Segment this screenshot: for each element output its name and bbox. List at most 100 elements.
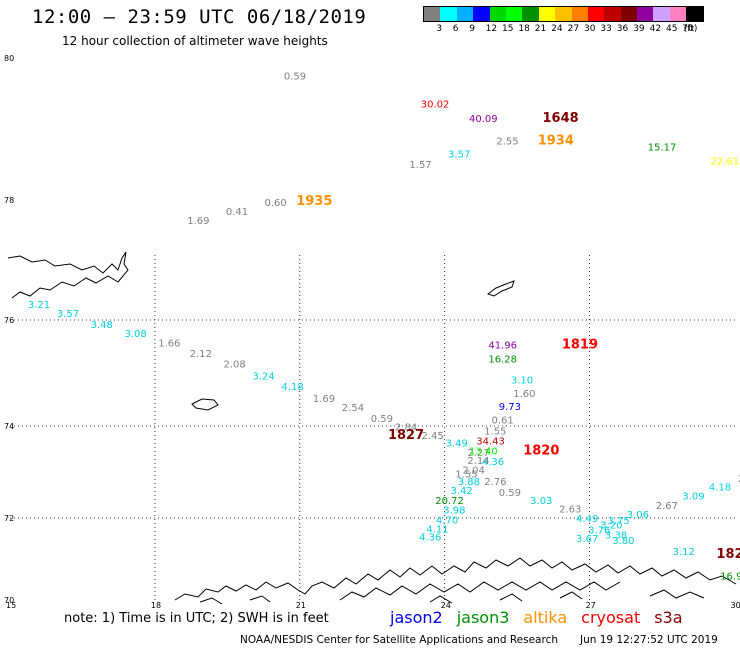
wave-height-value: 3.10: [511, 376, 533, 387]
wave-height-value: 1.60: [513, 389, 535, 400]
pass-time-label: 1934: [538, 134, 574, 149]
wave-height-value: 3.24: [252, 371, 274, 382]
wave-height-value: 0.59: [371, 414, 393, 425]
pass-time-labels: 1648193419351819182718201826182: [296, 111, 740, 562]
legend-swatch: [686, 7, 703, 21]
pass-time-label: 1826: [716, 547, 740, 562]
bear-island: [191, 398, 219, 411]
satellite-jason3: jason3: [456, 608, 510, 627]
hopen-island: [486, 280, 515, 297]
satellite-s3a: s3a: [654, 608, 683, 627]
footer-note: note: 1) Time is in UTC; 2) SWH is in fe…: [64, 611, 329, 626]
wave-height-value: 2.55: [496, 137, 518, 148]
pass-time-label: 1827: [388, 428, 424, 443]
norway-coast: [174, 557, 737, 601]
wave-height-value: 2.63: [559, 504, 581, 515]
wave-height-value: 1.69: [313, 394, 335, 405]
wave-height-value: 2.88: [738, 474, 740, 485]
legend-swatch: [489, 7, 506, 21]
wave-height-value: 9.73: [499, 402, 521, 413]
legend-label: 39: [633, 24, 645, 34]
wave-height-value: 20.72: [435, 496, 464, 507]
legend-label: 21: [534, 24, 547, 34]
wave-height-value: 2.12: [190, 349, 212, 360]
wave-height-value: 3.80: [612, 536, 634, 547]
satellite-jason2: jason2: [390, 608, 443, 627]
legend-label: 45: [666, 24, 678, 34]
legend-swatch: [604, 7, 621, 21]
lon-label: 18: [151, 601, 161, 610]
wave-height-value: 2.45: [421, 431, 443, 442]
wave-height-value: 4.49: [576, 514, 598, 525]
legend-swatch: [522, 7, 539, 21]
legend-swatch: [440, 7, 457, 21]
wave-height-value: 3.67: [576, 534, 598, 545]
lat-label: 78: [4, 196, 14, 205]
lat-label: 74: [4, 422, 14, 431]
legend-swatch: [587, 7, 605, 21]
legend-swatch: [555, 7, 572, 21]
legend-label: 36: [616, 24, 629, 34]
wave-height-value: 0.61: [492, 415, 514, 426]
wave-height-value: 3.57: [57, 309, 79, 320]
wave-height-value: 3.49: [446, 439, 468, 450]
legend-swatch: [505, 7, 523, 21]
norway-coast-inner: [339, 581, 621, 601]
wave-height-value: 3.48: [91, 320, 113, 331]
map-title: 12:00 – 23:59 UTC 06/18/2019: [32, 6, 367, 28]
wave-height-value: 1.69: [187, 216, 209, 227]
lon-label: 30: [731, 601, 740, 610]
legend-swatch: [571, 7, 588, 21]
legend-labels: 3 6 9 12 15 18 21 24 27 30 33 36 39 42 45 70 (ft): [423, 22, 704, 36]
wave-height-value: 2.67: [656, 501, 678, 512]
legend-label: 30: [584, 24, 596, 34]
legend-swatch: [620, 7, 638, 21]
coastline: [7, 251, 737, 605]
legend-label: 33: [600, 24, 612, 34]
legend-label: 24: [551, 24, 563, 34]
wave-height-value: 3.08: [124, 329, 146, 340]
wave-height-value: 1.57: [409, 160, 431, 171]
legend-swatch: [653, 7, 670, 21]
legend-swatch: [424, 7, 441, 21]
wave-height-value: 16.28: [488, 354, 517, 365]
wave-height-value: 22.61: [711, 157, 740, 168]
wave-height-value: 2.08: [223, 360, 245, 371]
lat-label: 72: [4, 514, 14, 523]
wave-height-value: 3.06: [627, 510, 649, 521]
wave-height-value: 3.12: [673, 547, 695, 558]
legend-label: 42: [649, 24, 662, 34]
wave-height-value: 1.66: [158, 339, 180, 350]
wave-height-value: 3.21: [28, 300, 50, 311]
svalbard-coast: [7, 251, 129, 299]
wave-height-value: 0.59: [284, 71, 306, 82]
wave-height-value: 30.02: [421, 100, 450, 111]
legend-swatch: [538, 7, 556, 21]
legend-label: 15: [502, 24, 514, 34]
legend-swatch: [456, 7, 474, 21]
lon-label: 15: [6, 601, 16, 610]
lon-label: 24: [441, 601, 451, 610]
color-legend: 3 6 9 12 15 18 21 24 27 30 33 36 39 42 45 70 (ft): [423, 6, 704, 36]
legend-color-bar: [423, 6, 704, 22]
wave-height-value: 3.76: [588, 526, 610, 537]
wave-height-labels: 0.59 30.02 40.09 1.57 3.57 2.55 15.17 22.61 0.60…: [28, 71, 740, 582]
satellite-altika: altika: [523, 608, 568, 627]
wave-height-value: 4.70: [436, 515, 458, 526]
wave-height-value: 3.42: [450, 486, 472, 497]
legend-label: 27: [567, 24, 580, 34]
legend-label: 70: [682, 24, 694, 34]
wave-height-value: 2.84: [395, 423, 417, 434]
legend-label: 3: [436, 24, 443, 34]
lat-label: 70: [4, 596, 14, 605]
wave-height-value: 1.55: [484, 426, 506, 437]
wave-height-value: 13.40: [469, 447, 498, 458]
wave-height-value: 0.41: [226, 207, 248, 218]
wave-height-value: 2.27: [467, 448, 489, 459]
legend-label: 18: [518, 24, 530, 34]
satellite-legend: jason2 jason3 altika cryosat s3a: [390, 608, 697, 627]
wave-height-value: 34.43: [476, 436, 505, 447]
wave-height-value: 3.09: [682, 492, 704, 503]
